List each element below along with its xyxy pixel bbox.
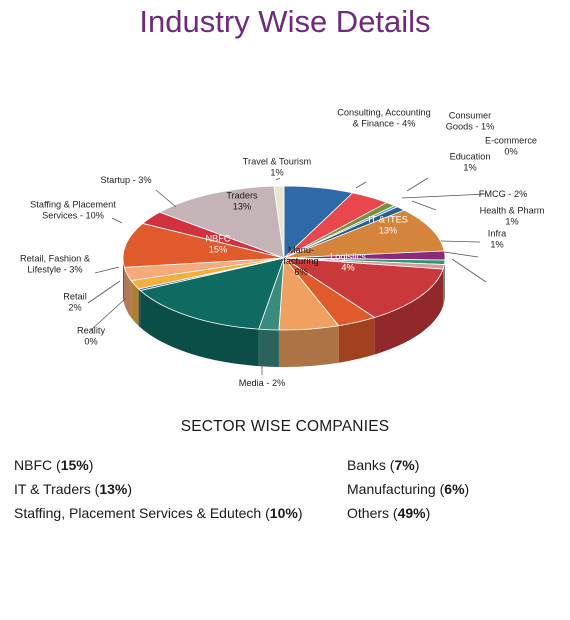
sector-pct: 6% (444, 481, 465, 497)
pie-slice (273, 185, 285, 259)
sector-name: Manufacturing (347, 481, 436, 497)
sector-summary-right: Banks (7%) Manufacturing (6%) Others (49… (347, 455, 469, 527)
sector-row: Others (49%) (347, 505, 431, 521)
pie-slice (158, 185, 285, 259)
sector-name: IT & Traders (14, 481, 91, 497)
label-leader-line (111, 217, 123, 224)
sector-summary-left: NBFC (15%) IT & Traders (13%) Staffing, … (14, 455, 302, 527)
pie-slice-side (140, 290, 259, 367)
pie-slice (122, 223, 285, 268)
label-leader-line (443, 251, 479, 258)
label-leader-line (90, 297, 127, 331)
page-title: Industry Wise Details (139, 4, 431, 39)
sector-heading: SECTOR WISE COMPANIES (180, 418, 390, 435)
sector-name: Others (347, 505, 390, 521)
slice-label: Education 10% (369, 164, 410, 185)
sector-row: NBFC (15%) (14, 457, 94, 473)
pie-slice-side (444, 260, 445, 302)
slice-label: Retail, Fashion & Lifestyle - 3% (20, 254, 90, 275)
sector-pct: 15% (60, 457, 89, 473)
slice-label: Media - 2% (239, 378, 285, 388)
slice-label: FMCG - 2% (479, 189, 528, 199)
slice-label: Consumer Goods - 1% (446, 111, 495, 132)
slice-label: Startup - 3% (100, 175, 151, 185)
pie-slice-side (443, 264, 445, 307)
pie-slice-side (124, 267, 132, 318)
sector-row: Banks (7%) (347, 457, 420, 473)
slice-label: NBFC 15% (205, 234, 230, 255)
sector-row: Manufacturing (6%) (347, 481, 470, 497)
pie-slice-side (258, 329, 279, 367)
pie-slice-side (131, 280, 139, 326)
slice-label: Infra 1% (488, 229, 507, 250)
sector-pct: 10% (269, 505, 298, 521)
pie-slice-side (278, 325, 339, 367)
sector-row: Staffing, Placement Services & Edutech (… (14, 505, 303, 521)
pie-slice-side (374, 269, 444, 355)
slice-label: IT & ITES 13% (368, 215, 408, 236)
pie-slice-side (123, 258, 125, 305)
sector-pct: 49% (397, 505, 426, 521)
label-leader-line (411, 200, 437, 211)
slice-label: Consulting, Accounting & Finance - 4% (337, 108, 430, 129)
label-leader-line (406, 177, 429, 192)
label-leader-line (94, 266, 120, 274)
sector-name: Banks (347, 457, 386, 473)
sector-row: IT & Traders (13%) (14, 481, 133, 497)
label-leader-line (155, 189, 177, 208)
sector-name: Staffing, Placement Services & Edutech (14, 505, 262, 521)
label-leader-line (440, 240, 481, 243)
slice-label: E-commerce 0% (485, 136, 537, 157)
industry-pie-chart: Bank 7% Consulting, Accounting & Finance - … (20, 108, 545, 389)
label-leader-line (275, 177, 281, 181)
slice-label: Manu-facturing 6% (283, 245, 318, 277)
sector-name: NBFC (14, 457, 53, 473)
slice-label: Education 1% (450, 152, 491, 173)
sector-pct: 13% (99, 481, 128, 497)
slice-label: Traders 13% (226, 191, 258, 212)
label-leader-line (355, 181, 367, 189)
slice-label: Retail 2% (63, 292, 87, 313)
slice-label: Logistics 4% (330, 252, 366, 273)
label-leader-line (87, 280, 121, 304)
slice-label: Staffing & Placement Services - 10% (30, 200, 116, 221)
pie-slice (283, 209, 445, 259)
slice-label: Health & Pharm 1% (480, 206, 545, 227)
slice-label: Bank 7% (293, 138, 314, 159)
pie-slice-side (138, 288, 141, 328)
sector-pct: 7% (394, 457, 415, 473)
slice-label: Travel & Tourism 1% (243, 157, 312, 178)
pie-slice (282, 257, 444, 318)
label-leader-line (401, 193, 487, 199)
label-leader-line (451, 258, 487, 283)
slice-label: Reality 0% (77, 326, 105, 347)
pie-slice (139, 257, 285, 330)
pie-slice-side (338, 317, 375, 363)
